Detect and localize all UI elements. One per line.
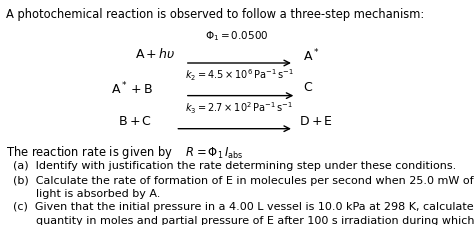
Text: light is absorbed by A.: light is absorbed by A. xyxy=(36,189,160,199)
Text: $\mathrm{C}$: $\mathrm{C}$ xyxy=(303,81,313,94)
Text: $\mathrm{A^*}$: $\mathrm{A^*}$ xyxy=(303,47,320,64)
Text: $\Phi_1=0.0500$: $\Phi_1=0.0500$ xyxy=(205,29,269,43)
Text: (b)  Calculate the rate of formation of E in molecules per second when 25.0 mW o: (b) Calculate the rate of formation of E… xyxy=(13,176,474,185)
Text: $\mathrm{A + }h\upsilon$: $\mathrm{A + }h\upsilon$ xyxy=(135,47,176,61)
Text: $k_3=2.7\times 10^2\,\mathrm{Pa^{-1}\,s^{-1}}$: $k_3=2.7\times 10^2\,\mathrm{Pa^{-1}\,s^… xyxy=(185,100,293,116)
Text: $\mathrm{D + E}$: $\mathrm{D + E}$ xyxy=(299,115,333,128)
Text: $k_2=4.5\times 10^6\,\mathrm{Pa^{-1}\,s^{-1}}$: $k_2=4.5\times 10^6\,\mathrm{Pa^{-1}\,s^… xyxy=(185,68,294,83)
Text: (c)  Given that the initial pressure in a 4.00 L vessel is 10.0 kPa at 298 K, ca: (c) Given that the initial pressure in a… xyxy=(13,202,474,212)
Text: The reaction rate is given by    $R=\Phi_1\,I_{\mathrm{abs}}$: The reaction rate is given by $R=\Phi_1\… xyxy=(6,144,243,161)
Text: $\mathrm{B + C}$: $\mathrm{B + C}$ xyxy=(118,115,152,128)
Text: $\mathrm{A^* + B}$: $\mathrm{A^* + B}$ xyxy=(111,81,153,98)
Text: (a)  Identify with justification the rate determining step under these condition: (a) Identify with justification the rate… xyxy=(13,161,456,171)
Text: A photochemical reaction is observed to follow a three-step mechanism:: A photochemical reaction is observed to … xyxy=(6,8,424,21)
Text: quantity in moles and partial pressure of E after 100 s irradiation during which: quantity in moles and partial pressure o… xyxy=(36,216,474,225)
